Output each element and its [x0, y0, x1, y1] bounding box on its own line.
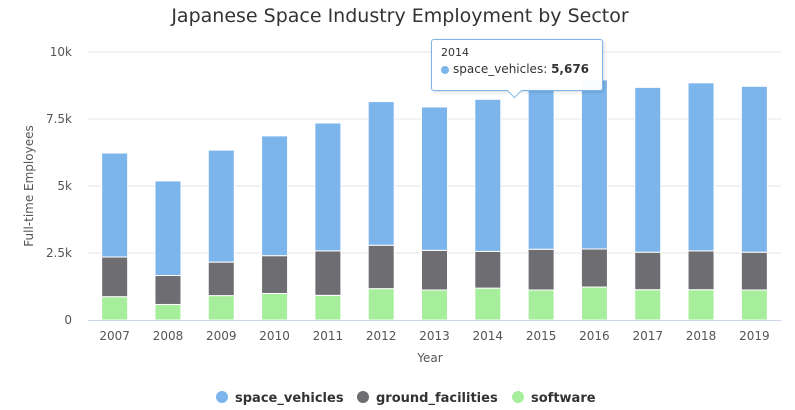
bar-ground_facilities-2018[interactable] — [687, 250, 715, 291]
bar-space_vehicles-2011[interactable] — [314, 122, 342, 252]
bar-stack-2010[interactable] — [261, 135, 289, 321]
bar-space_vehicles-2017[interactable] — [634, 86, 662, 253]
bar-stack-2013[interactable] — [421, 106, 448, 321]
x-tick-label: 2018 — [686, 329, 717, 343]
bar-stack-2015[interactable] — [527, 86, 555, 321]
bar-software-2007[interactable] — [101, 296, 129, 321]
bar-space_vehicles-2012[interactable] — [367, 101, 395, 246]
bar-stack-2012[interactable] — [367, 101, 395, 321]
bar-software-2017[interactable] — [634, 289, 662, 321]
tooltip-row: space_vehicles: 5,676 — [441, 62, 593, 76]
bar-software-2009[interactable] — [207, 295, 235, 321]
y-tick-label: 2.5k — [46, 246, 72, 260]
x-axis-title: Year — [416, 351, 442, 365]
x-tick-label: 2019 — [739, 329, 770, 343]
tooltip: 2014 space_vehicles: 5,676 — [431, 39, 603, 91]
tooltip-header: 2014 — [441, 46, 469, 59]
bar-space_vehicles-2007[interactable] — [101, 152, 129, 258]
bar-ground_facilities-2015[interactable] — [527, 248, 555, 291]
bar-stack-2019[interactable] — [740, 85, 768, 321]
y-tick-label: 0 — [64, 313, 72, 327]
bar-stack-2014[interactable] — [474, 98, 502, 321]
tooltip-value: 5,676 — [551, 62, 590, 76]
bar-software-2010[interactable] — [261, 292, 289, 321]
y-axis-title: Full-time Employees — [22, 125, 36, 246]
bar-software-2014[interactable] — [474, 287, 502, 321]
bar-software-2008[interactable] — [154, 303, 182, 321]
legend-marker — [357, 391, 369, 403]
bar-space_vehicles-2009[interactable] — [207, 149, 235, 263]
x-tick-label: 2011 — [313, 329, 344, 343]
bar-ground_facilities-2017[interactable] — [634, 251, 662, 291]
legend[interactable]: space_vehicles ground_facilities software — [216, 391, 596, 406]
legend-marker — [216, 391, 228, 403]
bar-software-2013[interactable] — [421, 289, 448, 321]
bar-ground_facilities-2010[interactable] — [261, 255, 289, 294]
bar-software-2018[interactable] — [687, 289, 715, 321]
y-tick-label: 5k — [57, 179, 72, 193]
bar-stack-2011[interactable] — [314, 122, 342, 321]
tooltip-series-dot — [441, 65, 449, 74]
x-tick-label: 2010 — [259, 329, 290, 343]
legend-label: software — [531, 391, 596, 406]
tooltip-series-label: space_vehicles: — [453, 62, 548, 76]
bar-ground_facilities-2008[interactable] — [154, 275, 182, 305]
bar-software-2015[interactable] — [527, 289, 555, 321]
x-tick-label: 2015 — [526, 329, 557, 343]
bar-ground_facilities-2009[interactable] — [207, 261, 235, 297]
x-tick-label: 2008 — [153, 329, 184, 343]
bar-space_vehicles-2015[interactable] — [527, 86, 555, 250]
x-tick-label: 2016 — [579, 329, 610, 343]
x-tick-label: 2014 — [473, 329, 504, 343]
x-tick-label: 2009 — [206, 329, 237, 343]
bar-ground_facilities-2011[interactable] — [314, 250, 342, 296]
legend-marker — [512, 391, 524, 403]
x-tick-label: 2013 — [419, 329, 450, 343]
legend-item-ground_facilities[interactable]: ground_facilities — [357, 391, 498, 406]
y-tick-label: 7.5k — [46, 112, 72, 126]
bar-ground_facilities-2016[interactable] — [580, 248, 608, 288]
x-tick-label: 2007 — [99, 329, 130, 343]
bar-stack-2009[interactable] — [207, 149, 235, 321]
bar-space_vehicles-2008[interactable] — [154, 180, 182, 277]
bar-ground_facilities-2014[interactable] — [474, 250, 502, 289]
bar-stack-2016[interactable] — [580, 79, 608, 321]
legend-item-space_vehicles[interactable]: space_vehicles — [216, 391, 344, 406]
bar-space_vehicles-2018[interactable] — [687, 82, 715, 252]
bar-ground_facilities-2007[interactable] — [101, 256, 129, 298]
bar-ground_facilities-2012[interactable] — [367, 244, 395, 290]
y-tick-label: 10k — [50, 45, 72, 59]
bar-stack-2018[interactable] — [687, 82, 715, 321]
bar-stack-2007[interactable] — [101, 152, 129, 321]
bar-software-2016[interactable] — [580, 286, 608, 321]
bar-ground_facilities-2019[interactable] — [740, 251, 768, 291]
bar-stack-2008[interactable] — [154, 180, 182, 321]
y-axis: 0 2.5k 5k 7.5k 10k — [46, 45, 72, 327]
bar-space_vehicles-2014[interactable] — [474, 98, 502, 252]
bar-ground_facilities-2013[interactable] — [421, 249, 448, 291]
x-axis: 2007 2008 2009 2010 2011 2012 2013 2014 2015 2016… — [88, 320, 781, 343]
x-tick-label: 2017 — [632, 329, 663, 343]
bar-space_vehicles-2013[interactable] — [421, 106, 448, 251]
legend-label: space_vehicles — [235, 391, 344, 406]
bar-space_vehicles-2019[interactable] — [740, 85, 768, 253]
bar-software-2019[interactable] — [740, 289, 768, 321]
bars — [101, 79, 768, 321]
legend-item-software[interactable]: software — [512, 391, 596, 406]
legend-label: ground_facilities — [376, 391, 498, 406]
bar-software-2012[interactable] — [367, 288, 395, 321]
bar-software-2011[interactable] — [314, 294, 342, 321]
x-tick-label: 2012 — [366, 329, 397, 343]
bar-space_vehicles-2016[interactable] — [580, 79, 608, 250]
bar-space_vehicles-2010[interactable] — [261, 135, 289, 257]
bar-stack-2017[interactable] — [634, 86, 662, 321]
chart-title: Japanese Space Industry Employment by Se… — [170, 5, 629, 27]
